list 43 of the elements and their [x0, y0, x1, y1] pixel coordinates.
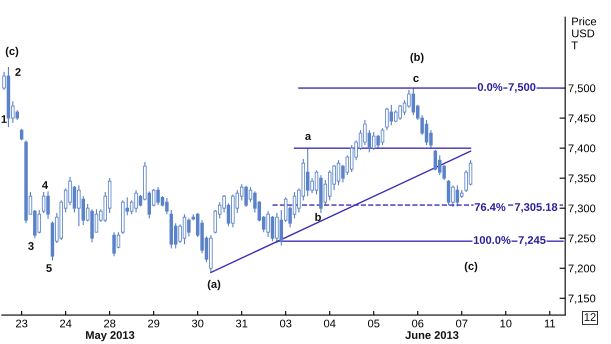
annotation: 5 — [46, 264, 52, 272]
annotation: (a) — [208, 280, 220, 290]
text: June 2013 — [405, 331, 458, 339]
annotation: a — [305, 134, 312, 140]
y-tick-label: 7,200 — [568, 264, 596, 274]
y-axis-title: Price USD T — [572, 17, 596, 50]
x-tick-label: 23 — [16, 320, 28, 328]
x-tick-label: 04 — [324, 320, 336, 328]
annotation: 1 — [2, 115, 7, 123]
y-tick-label: 7,300 — [568, 204, 596, 214]
annotation: (c) — [6, 46, 18, 58]
annotation: 3 — [28, 242, 34, 250]
annotation: 7,305.18 — [514, 203, 558, 213]
annotation: (b) — [410, 52, 424, 64]
annotation: b — [315, 212, 321, 221]
y-tick-label: 7,350 — [568, 174, 596, 184]
annotation: 4 — [42, 181, 48, 189]
annotation: (c) — [464, 262, 478, 272]
x-tick-label: 28 — [104, 320, 116, 328]
text: May 2013 — [86, 331, 134, 342]
x-tick-label: 07 — [456, 320, 468, 328]
text: 12 — [584, 313, 596, 321]
x-tick-label: 11 — [544, 320, 555, 328]
annotation: c — [413, 76, 419, 82]
annotation: 0.0% — [478, 83, 502, 91]
x-tick-label: 30 — [192, 320, 204, 328]
y-tick-label: 7,250 — [568, 234, 596, 244]
x-tick-label: 29 — [148, 320, 160, 328]
x-tick-label: 31 — [236, 320, 248, 328]
annotation: 76.4% — [474, 203, 506, 211]
x-tick-label: 03 — [280, 320, 292, 328]
x-tick-label: 24 — [60, 320, 72, 328]
annotation: 2 — [15, 68, 21, 76]
y-tick-label: 7,450 — [568, 114, 596, 124]
y-tick-label: 7,500 — [568, 84, 596, 94]
x-tick-label: 05 — [368, 320, 380, 328]
y-tick-label: 7,400 — [568, 144, 596, 154]
x-tick-label: 10 — [500, 320, 512, 328]
x-tick-label: 06 — [412, 320, 424, 328]
annotation: 7,500 — [508, 83, 536, 93]
y-tick-label: 7,150 — [568, 294, 596, 304]
annotation: 7,245 — [518, 236, 546, 246]
annotation: 100.0% — [474, 236, 511, 244]
